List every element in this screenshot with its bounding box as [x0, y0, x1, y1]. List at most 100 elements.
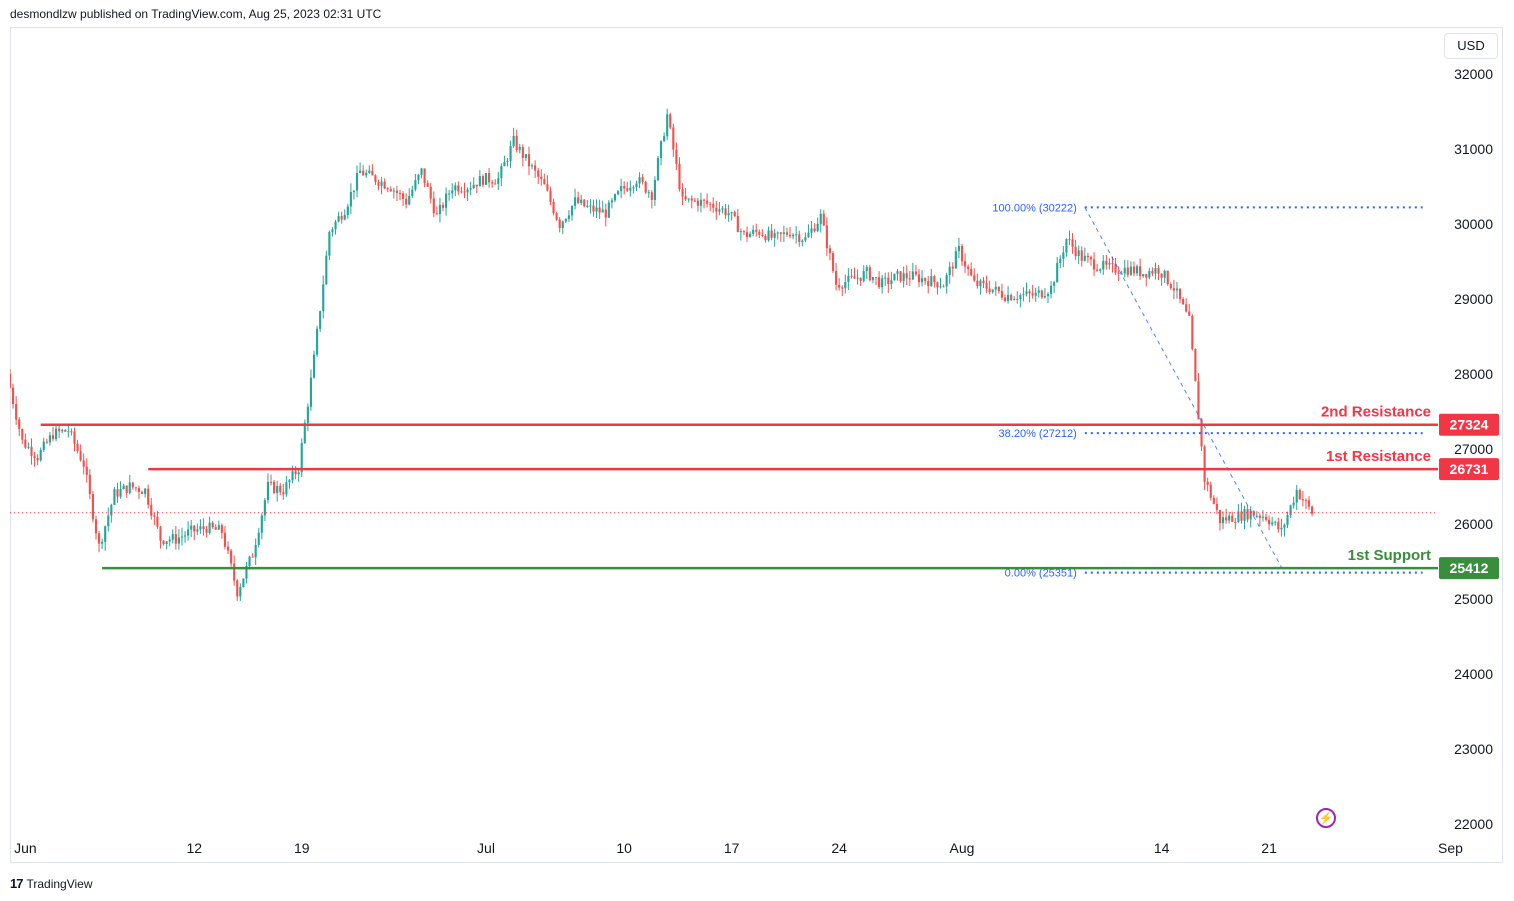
candle	[656, 156, 660, 182]
candle	[761, 229, 764, 238]
candle	[10, 368, 12, 389]
candle	[954, 247, 957, 269]
candle	[1074, 239, 1077, 260]
candle	[1071, 232, 1074, 254]
candle	[153, 512, 156, 526]
candle	[58, 425, 61, 439]
candle	[24, 433, 27, 450]
candle	[1040, 289, 1043, 299]
candle	[779, 231, 782, 242]
candle	[1182, 297, 1185, 305]
candle	[392, 187, 395, 199]
candle	[1218, 509, 1222, 531]
candle	[303, 419, 306, 444]
y-tick-label: 28000	[1454, 366, 1493, 382]
candle	[828, 244, 832, 261]
candle	[386, 187, 389, 193]
candle	[497, 171, 500, 191]
candle	[251, 553, 254, 558]
y-tick-label: 24000	[1454, 666, 1493, 682]
level-price-label: 25412	[1450, 560, 1489, 576]
candle	[408, 188, 411, 206]
candle	[782, 225, 785, 243]
candle	[343, 209, 346, 221]
candle	[266, 473, 270, 504]
candle	[180, 527, 184, 546]
candle	[1148, 267, 1151, 280]
candle	[976, 273, 979, 289]
candle	[899, 271, 902, 283]
candle	[15, 396, 18, 425]
candle	[994, 281, 997, 296]
candle	[11, 383, 15, 409]
candle	[484, 172, 488, 185]
candle	[331, 227, 334, 237]
candle	[432, 191, 435, 218]
candle	[472, 177, 475, 189]
candle	[242, 578, 245, 588]
candle	[650, 190, 653, 209]
candle	[435, 206, 438, 215]
candle	[856, 269, 859, 285]
candle	[230, 549, 233, 567]
candle	[1010, 293, 1013, 302]
fib-level-label: 0.00% (25351)	[1005, 568, 1077, 580]
candle	[868, 265, 871, 282]
candle	[1046, 292, 1050, 304]
candle	[524, 154, 527, 161]
candle	[979, 278, 982, 295]
candle	[1206, 477, 1209, 492]
candle	[1105, 255, 1108, 270]
candle	[1092, 252, 1096, 277]
candle	[1157, 264, 1160, 281]
bolt-icon[interactable]: ⚡	[1316, 808, 1336, 828]
candle	[1212, 495, 1215, 505]
tradingview-brand[interactable]: 17 TradingView	[10, 876, 93, 891]
candle	[749, 231, 752, 238]
publish-info: desmondlzw published on TradingView.com,…	[10, 7, 382, 21]
candle	[509, 140, 512, 168]
candle	[349, 183, 352, 215]
tradingview-logo-icon: 17	[10, 876, 24, 891]
candle	[570, 205, 574, 221]
candle	[1200, 417, 1203, 451]
candle	[1274, 520, 1277, 526]
candle	[721, 205, 724, 214]
time-axis: Jun 12 19 Jul 10 17 24 Aug 14 21 Sep	[14, 840, 1463, 856]
candle	[804, 232, 807, 243]
candle	[205, 525, 208, 538]
y-tick-label: 29000	[1454, 291, 1493, 307]
candle	[991, 289, 994, 294]
candle	[1099, 268, 1102, 274]
candle	[745, 226, 749, 242]
candle	[389, 186, 392, 193]
candle	[316, 325, 319, 357]
candle	[1142, 274, 1145, 278]
candle	[623, 181, 626, 195]
candle	[1000, 283, 1003, 301]
candle	[727, 204, 730, 222]
candle	[362, 165, 365, 176]
x-tick-label: 17	[724, 840, 740, 856]
candle	[672, 123, 675, 157]
candle	[1178, 288, 1182, 304]
candle	[1221, 511, 1225, 530]
candle	[687, 198, 690, 203]
candle	[942, 284, 945, 288]
candle	[503, 155, 506, 167]
fib-trendline	[1084, 207, 1285, 573]
candle	[973, 268, 976, 282]
candle	[988, 280, 991, 295]
currency-button[interactable]: USD	[1444, 33, 1498, 59]
candle	[30, 438, 33, 465]
candle	[893, 273, 896, 281]
candle	[807, 224, 810, 238]
candle	[1271, 516, 1274, 527]
candle	[736, 208, 739, 233]
candle	[168, 536, 171, 547]
candle	[629, 180, 632, 197]
candle	[79, 444, 82, 462]
candle	[306, 403, 309, 432]
candle	[113, 486, 116, 506]
